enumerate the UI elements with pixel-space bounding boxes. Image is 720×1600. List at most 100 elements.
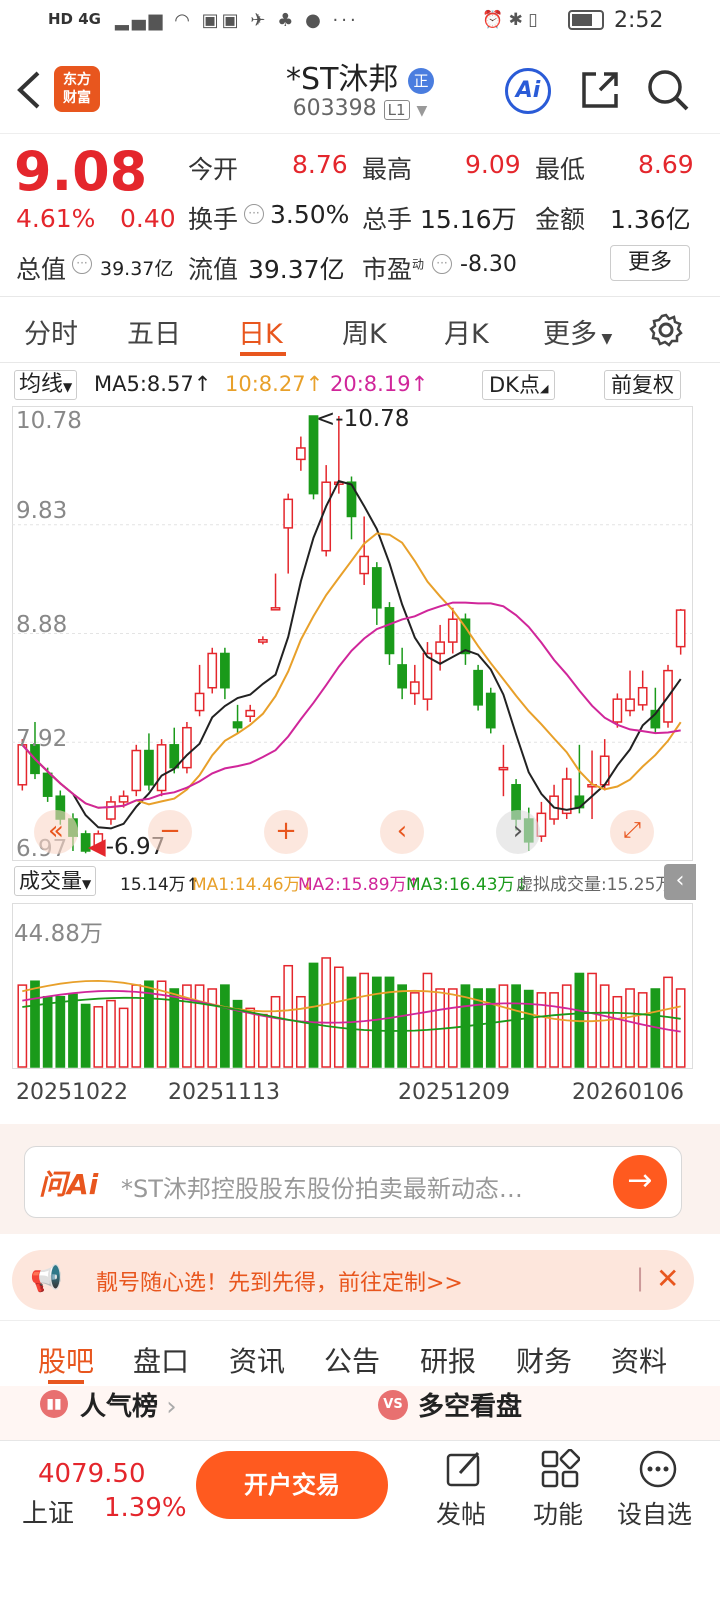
dk-point-button[interactable]: DK点◢ <box>482 370 556 400</box>
candle-down <box>80 833 91 852</box>
tab-five-day[interactable]: 五日 <box>127 319 181 350</box>
promo-separator: | <box>636 1264 645 1292</box>
ma5-value: MA5:8.57↑ <box>94 372 212 396</box>
popular-rank-link[interactable]: 人气榜 › <box>80 1392 177 1422</box>
ai-submit-arrow-icon[interactable]: → <box>613 1155 667 1209</box>
volume-bar <box>333 966 344 1068</box>
megaphone-icon: 📢 <box>30 1264 63 1294</box>
turnover-value: 3.50% <box>270 200 350 229</box>
candle-up <box>245 709 256 718</box>
volume-chart-area[interactable] <box>12 903 693 1069</box>
divider <box>0 362 720 363</box>
promo-text[interactable]: 靓号随心选！先到先得，前往定制>> <box>96 1271 463 1296</box>
edit-post-icon[interactable] <box>444 1449 484 1489</box>
fullscreen-icon[interactable]: ⤢ <box>610 810 654 854</box>
ai-search-placeholder[interactable]: *ST沐邦控股股东股份拍卖最新动态… <box>121 1175 523 1203</box>
date-label: 20251209 <box>398 1080 510 1105</box>
high-price-marker: <-10.78 <box>316 406 410 432</box>
volume-bar <box>473 988 483 1068</box>
candle-up <box>675 609 686 648</box>
index-name[interactable]: 上证 <box>22 1499 75 1529</box>
info-icon[interactable]: ··· <box>432 254 452 274</box>
volume-bar <box>675 988 686 1068</box>
tab-orderbook[interactable]: 盘口 <box>133 1345 190 1378</box>
info-icon[interactable]: ··· <box>244 204 264 224</box>
candle-down <box>397 664 408 689</box>
more-quote-button[interactable]: 更多 <box>610 245 690 281</box>
tab-profile[interactable]: 资料 <box>611 1345 668 1378</box>
tab-announcements[interactable]: 公告 <box>324 1345 381 1378</box>
scroll-left-icon[interactable]: ‹ <box>380 810 424 854</box>
vol-ma2-line <box>22 989 681 1033</box>
date-label: 20260106 <box>572 1080 684 1105</box>
high-value: 9.09 <box>465 150 521 179</box>
adjust-button[interactable]: 前复权 <box>604 370 681 400</box>
settings-gear-icon[interactable] <box>648 312 684 348</box>
candle-up <box>93 833 104 849</box>
volume-bar <box>384 976 395 1068</box>
ma10-line <box>21 532 682 809</box>
tab-forum[interactable]: 股吧 <box>38 1345 95 1378</box>
tab-more[interactable]: 更多 ▼ <box>543 319 613 350</box>
tab-monthly-k[interactable]: 月K <box>444 319 489 350</box>
volume-bar <box>106 999 116 1068</box>
candle-up <box>625 698 635 712</box>
ai-assistant-button[interactable]: Ai <box>505 68 551 114</box>
tab-daily-k[interactable]: 日K <box>238 319 283 350</box>
battery-icon <box>568 10 604 30</box>
collapse-panel-icon[interactable]: ‹ <box>664 864 696 900</box>
zoom-in-icon[interactable]: + <box>264 810 308 854</box>
search-icon[interactable] <box>646 68 690 112</box>
app-logo[interactable]: 东方 财富 <box>54 66 100 112</box>
tab-news[interactable]: 资讯 <box>229 1345 286 1378</box>
close-icon[interactable]: ✕ <box>656 1262 680 1295</box>
watchlist-label[interactable]: 设自选 <box>617 1500 693 1529</box>
candle-up <box>118 795 129 803</box>
tab-financials[interactable]: 财务 <box>516 1345 573 1378</box>
y-axis-label: 9.83 <box>16 498 68 524</box>
volume-chart[interactable] <box>12 903 693 1069</box>
vol-ma1-line <box>22 979 681 1023</box>
volume-value: 15.14万↑ <box>120 875 200 895</box>
amount-value: 1.36亿 <box>610 205 691 234</box>
volume-bar <box>321 957 332 1068</box>
candle-up <box>321 481 332 552</box>
pe-value: -8.30 <box>460 252 517 277</box>
chart-bars-icon: ▮▮ <box>40 1390 68 1418</box>
stock-code[interactable]: 603398 L1 ▼ <box>292 96 428 121</box>
features-grid-icon[interactable] <box>540 1449 580 1489</box>
kline-chart[interactable] <box>12 406 693 861</box>
open-account-trade-button[interactable]: 开户交易 <box>196 1451 388 1519</box>
index-value: 4079.50 <box>38 1459 146 1489</box>
scroll-left-fast-icon[interactable]: « <box>34 810 78 854</box>
long-short-link[interactable]: 多空看盘 <box>418 1392 523 1422</box>
candle-up <box>498 766 509 771</box>
ma-selector[interactable]: 均线▼ <box>14 370 78 400</box>
tab-weekly-k[interactable]: 周K <box>342 319 387 350</box>
more-dots-icon[interactable] <box>638 1449 678 1489</box>
tab-intraday[interactable]: 分时 <box>24 319 78 350</box>
low-value: 8.69 <box>638 150 694 179</box>
share-icon[interactable] <box>578 68 622 112</box>
zoom-out-icon[interactable]: − <box>148 810 192 854</box>
candle-down <box>346 481 357 518</box>
ai-search-box[interactable]: 问Ai *ST沐邦控股股东股份拍卖最新动态… → <box>24 1146 682 1218</box>
post-label[interactable]: 发帖 <box>436 1500 487 1529</box>
scroll-right-icon[interactable]: › <box>496 810 540 854</box>
candle-up <box>612 698 623 723</box>
back-arrow-icon[interactable] <box>14 70 44 110</box>
volume-selector[interactable]: 成交量▼ <box>14 866 97 896</box>
features-label[interactable]: 功能 <box>533 1500 584 1529</box>
signal-icons: ▂▄▆ ◠ ▣▣ ✈ ♣ ● ··· <box>115 10 359 31</box>
candle-up <box>435 641 445 655</box>
bottom-nav: 4079.50 上证 1.39% 开户交易 发帖 功能 设自选 <box>0 1440 720 1600</box>
volume-bar <box>511 984 521 1068</box>
clock: 2:52 <box>614 8 664 33</box>
tab-research[interactable]: 研报 <box>420 1345 477 1378</box>
volume-bar <box>30 980 40 1068</box>
promo-banner[interactable]: 📢 靓号随心选！先到先得，前往定制>> | ✕ <box>12 1250 694 1310</box>
info-icon[interactable]: ··· <box>72 254 92 274</box>
vs-icon: VS <box>378 1390 408 1420</box>
candle-up <box>283 498 294 529</box>
divider <box>0 296 720 297</box>
